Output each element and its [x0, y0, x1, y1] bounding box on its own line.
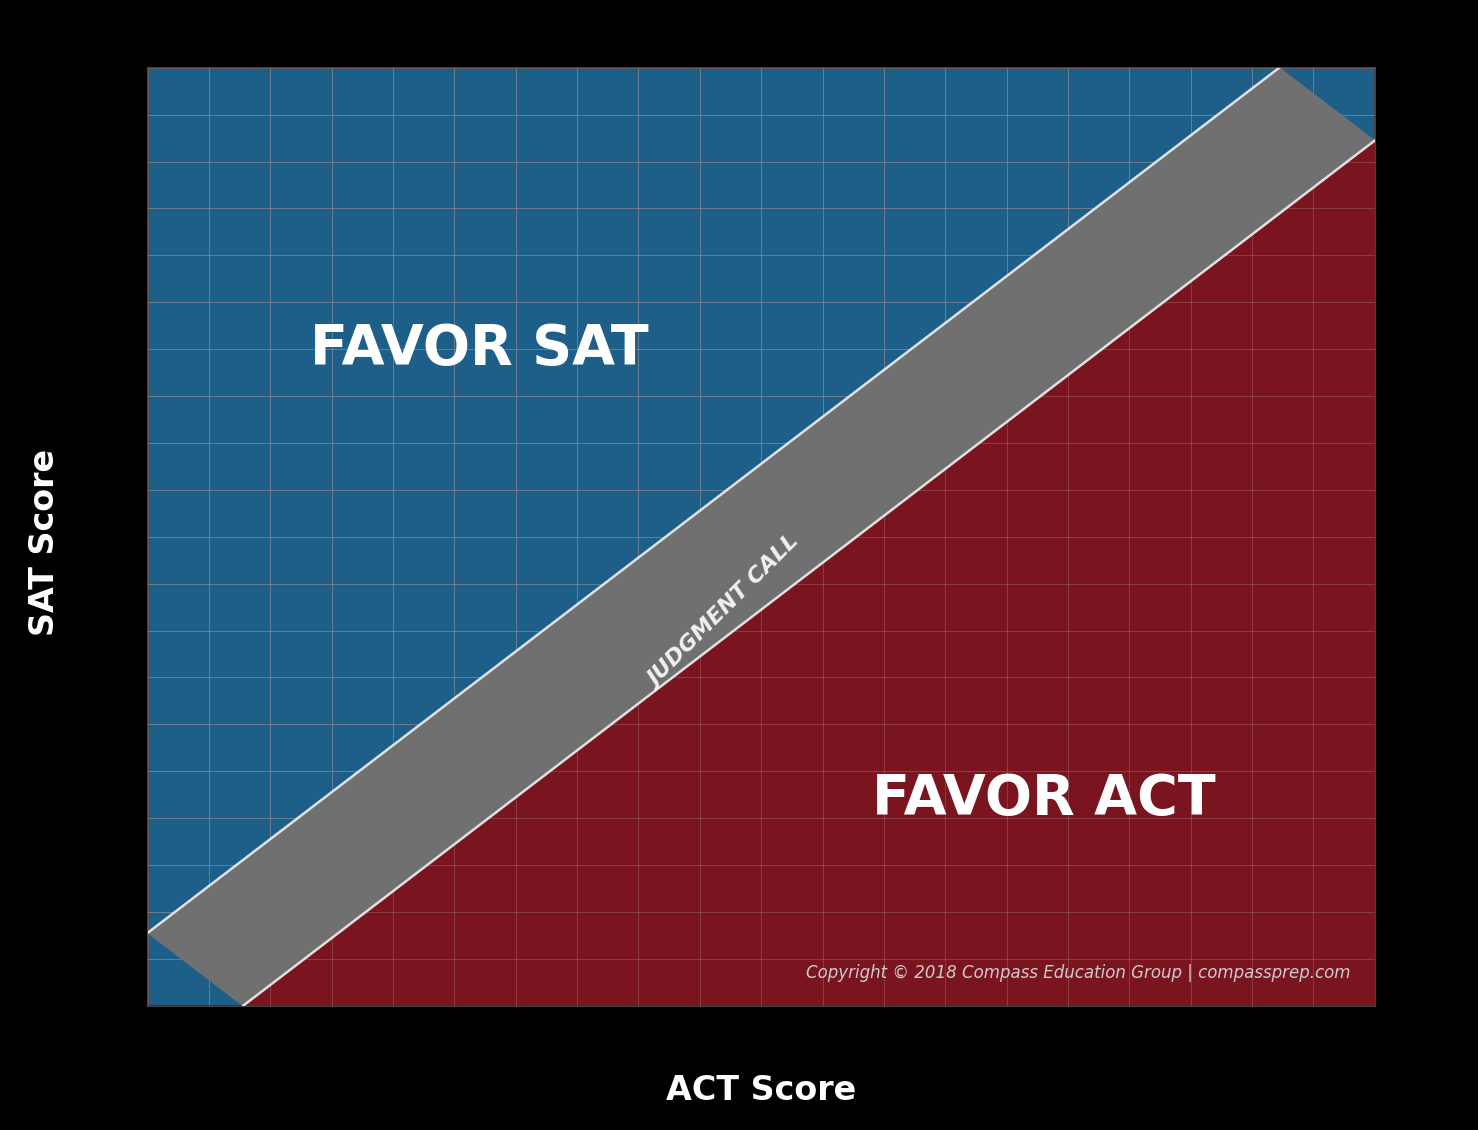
Text: SAT Score: SAT Score [28, 449, 61, 636]
Polygon shape [148, 68, 1375, 1006]
Text: Copyright © 2018 Compass Education Group | compassprep.com: Copyright © 2018 Compass Education Group… [806, 964, 1349, 982]
Text: ACT Score: ACT Score [667, 1074, 856, 1107]
Polygon shape [148, 68, 1375, 1006]
Text: FAVOR SAT: FAVOR SAT [310, 322, 649, 376]
Text: JUDGMENT CALL: JUDGMENT CALL [646, 532, 804, 690]
Polygon shape [148, 141, 1375, 1006]
Text: FAVOR ACT: FAVOR ACT [872, 773, 1215, 826]
